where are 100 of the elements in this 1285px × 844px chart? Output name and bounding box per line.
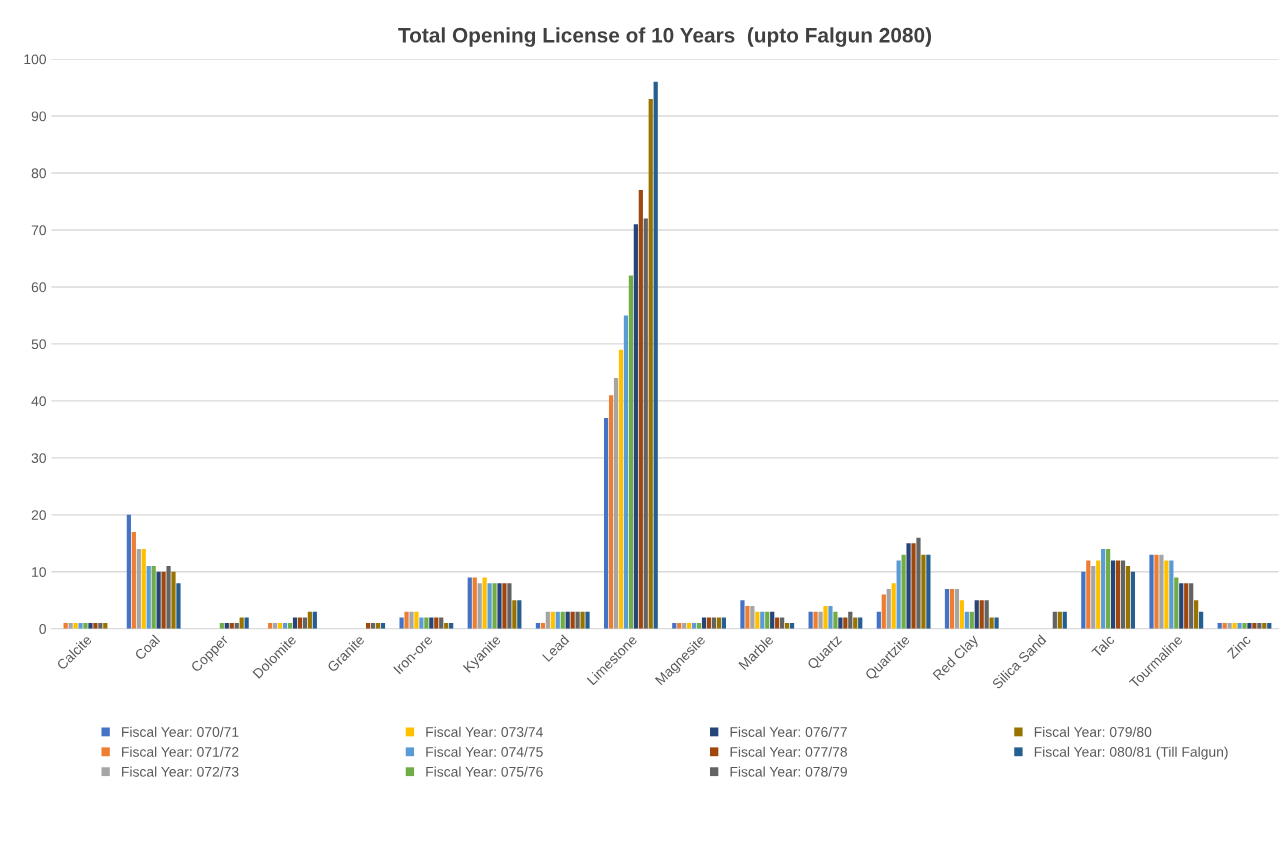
- bar: [901, 554, 906, 629]
- bar: [1096, 560, 1101, 629]
- bar: [1237, 623, 1242, 629]
- bar: [780, 617, 785, 629]
- bar: [886, 588, 891, 629]
- bar: [653, 81, 658, 629]
- bar: [88, 623, 93, 629]
- bar: [818, 611, 823, 629]
- bar: [891, 583, 896, 629]
- bar: [419, 617, 424, 629]
- bar: [1232, 623, 1237, 629]
- bar: [487, 583, 492, 629]
- bar: [979, 600, 984, 629]
- bar: [93, 623, 98, 629]
- bar: [633, 224, 638, 629]
- bar: [83, 623, 88, 629]
- bar: [911, 543, 916, 629]
- bar: [467, 577, 472, 629]
- bar: [399, 617, 404, 629]
- bar: [853, 617, 858, 629]
- bar: [1179, 583, 1184, 629]
- bar: [1086, 560, 1091, 629]
- bar: [896, 560, 901, 629]
- bar: [1174, 577, 1179, 629]
- bar: [638, 190, 643, 629]
- bar: [716, 617, 722, 629]
- bar: [497, 583, 502, 629]
- bar: [507, 583, 512, 629]
- x-tick-label: Talc: [1090, 633, 1116, 659]
- legend-label: Fiscal Year: 071/72: [122, 746, 239, 757]
- y-tick-label: 100: [24, 54, 46, 65]
- bar: [881, 594, 886, 629]
- bar: [429, 617, 434, 629]
- bar: [126, 514, 131, 629]
- bar: [141, 549, 146, 629]
- y-tick-label: 40: [31, 396, 46, 407]
- bar: [472, 577, 477, 629]
- bar: [1164, 560, 1169, 629]
- bar: [623, 315, 629, 629]
- bar: [1130, 571, 1136, 629]
- bar: [1106, 549, 1111, 629]
- bar: [974, 600, 979, 629]
- bar: [823, 605, 828, 629]
- legend-label: Fiscal Year: 079/80: [1034, 726, 1152, 737]
- bar: [926, 554, 931, 629]
- bar: [944, 588, 950, 629]
- x-tick-label: Zinc: [1226, 633, 1252, 660]
- bar: [1184, 583, 1189, 629]
- bar: [1159, 554, 1164, 629]
- bar: [512, 600, 517, 629]
- bar: [73, 623, 78, 629]
- bar: [858, 617, 863, 629]
- bar: [1194, 600, 1199, 629]
- bar: [1252, 623, 1257, 629]
- bar: [492, 583, 497, 629]
- bar: [244, 617, 249, 629]
- y-tick-label: 30: [31, 453, 46, 464]
- bar: [1125, 566, 1131, 629]
- bar: [1247, 623, 1252, 629]
- bar: [131, 531, 136, 629]
- chart-title: Total Opening License of 10 Years (upto Falgun 2080): [398, 27, 932, 47]
- bar: [302, 617, 307, 629]
- bar: [984, 600, 989, 629]
- bar: [404, 611, 409, 629]
- bar: [604, 417, 609, 629]
- bar: [628, 275, 634, 629]
- bar: [618, 349, 624, 629]
- bar: [706, 617, 712, 629]
- y-tick-label: 60: [31, 282, 46, 293]
- y-tick-label: 90: [31, 111, 46, 122]
- bar: [916, 537, 921, 629]
- bar: [989, 617, 994, 629]
- bar: [176, 583, 181, 629]
- bar: [1154, 554, 1159, 629]
- y-tick-label: 10: [32, 567, 46, 577]
- bar: [838, 617, 843, 629]
- legend-label: Fiscal Year: 077/78: [730, 746, 847, 757]
- y-tick-label: 70: [31, 225, 46, 236]
- bar: [775, 617, 780, 629]
- bar: [833, 611, 838, 629]
- bar: [906, 543, 911, 629]
- y-tick-label: 20: [31, 510, 46, 521]
- bar: [711, 617, 717, 629]
- bar: [1189, 583, 1194, 629]
- bar: [171, 571, 176, 629]
- bar: [477, 583, 482, 629]
- bar: [813, 611, 818, 629]
- bar: [1242, 623, 1247, 629]
- bar: [239, 617, 244, 629]
- bar: [1169, 560, 1174, 629]
- bar: [1120, 560, 1126, 629]
- bar: [517, 600, 522, 629]
- bar: [745, 605, 750, 629]
- bar: [994, 617, 999, 629]
- legend-label: Fiscal Year: 074/75: [426, 746, 543, 757]
- bar: [414, 611, 419, 629]
- bar: [949, 588, 955, 629]
- bar: [424, 617, 429, 629]
- bar: [721, 617, 726, 629]
- bar: [1091, 566, 1096, 629]
